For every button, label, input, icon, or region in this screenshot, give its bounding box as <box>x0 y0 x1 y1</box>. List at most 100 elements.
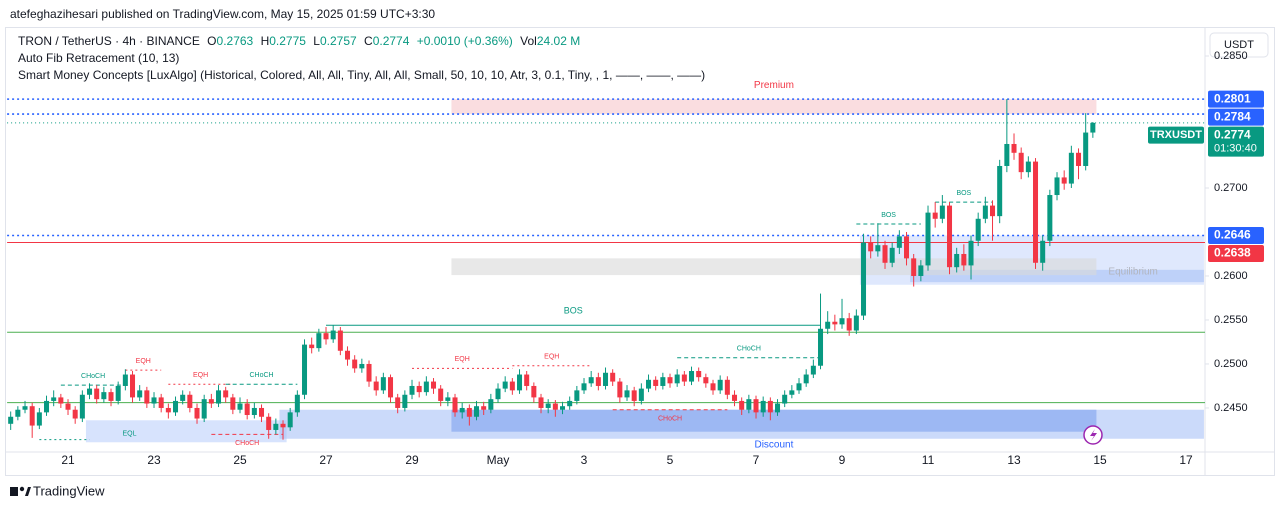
candle-body <box>15 409 21 417</box>
candle-body <box>502 381 508 389</box>
structure-label: BOS <box>956 190 971 197</box>
candle-body <box>280 423 286 428</box>
price-tag <box>1208 126 1264 157</box>
candle-body <box>287 412 293 428</box>
candle-body <box>624 390 630 398</box>
candle-body <box>509 381 515 391</box>
candle-body <box>939 205 945 219</box>
logo-mark <box>10 487 18 496</box>
x-tick-label: 9 <box>839 453 846 467</box>
x-tick-label: 17 <box>1179 453 1193 467</box>
symbol: TRON / TetherUS · 4h · BINANCE <box>18 34 200 48</box>
zone <box>85 420 287 443</box>
candle-body <box>323 333 329 340</box>
x-tick-label: 11 <box>922 453 935 467</box>
currency[interactable]: USDT <box>1224 39 1254 51</box>
candle-body <box>918 265 924 276</box>
candle-body <box>810 365 816 375</box>
zone-label: Premium <box>754 80 794 91</box>
x-tick-label: May <box>487 453 510 467</box>
x-tick-label: 5 <box>667 453 674 467</box>
candle-body <box>789 390 795 395</box>
candle-body <box>681 374 687 382</box>
legend-label: C <box>364 34 373 48</box>
candle-body <box>638 388 644 401</box>
candle-body <box>44 400 50 413</box>
candle-body <box>488 399 494 410</box>
candle-body <box>1047 195 1053 241</box>
x-tick-label: 21 <box>61 453 75 467</box>
structure-label: EQH <box>193 372 208 379</box>
candle-body <box>316 333 322 349</box>
candle-body <box>201 399 207 419</box>
candle-body <box>717 379 723 391</box>
candle-body <box>875 245 881 252</box>
candle-body <box>753 399 759 413</box>
candle-body <box>423 381 429 393</box>
candle-body <box>8 416 14 424</box>
candle-body <box>337 330 343 351</box>
candle-body <box>36 412 42 426</box>
candle-body <box>309 344 315 349</box>
candle-body <box>667 377 673 384</box>
candle-body <box>1033 161 1039 263</box>
candle-body <box>574 390 580 401</box>
candle-body <box>538 397 544 408</box>
candle-body <box>517 374 523 391</box>
candle-body <box>402 394 408 408</box>
candle-body <box>208 399 214 404</box>
chart-frame <box>5 27 1275 476</box>
candle-body <box>889 247 895 263</box>
close-value: 0.2774 <box>373 34 410 48</box>
candle-body <box>1025 161 1031 173</box>
candle-body <box>180 394 186 401</box>
candle-body <box>552 403 558 410</box>
currency-button[interactable] <box>1209 32 1269 58</box>
x-tick-label: 13 <box>1007 453 1021 467</box>
candle-body <box>137 390 143 398</box>
candle-body <box>1083 132 1089 166</box>
candle-body <box>796 383 802 391</box>
candle-body <box>1090 122 1096 133</box>
price-tag-label: 0.2774 <box>1214 127 1251 141</box>
candle-body <box>251 407 257 416</box>
candle-body <box>445 397 451 401</box>
candle-body <box>294 394 300 413</box>
structure-label: CHoCH <box>737 346 761 353</box>
price-tag-label: 0.2638 <box>1214 246 1251 260</box>
logo-slash <box>25 487 31 496</box>
y-tick-label: 0.2600 <box>1214 270 1248 282</box>
candle-body <box>223 390 229 398</box>
candle-body <box>87 388 93 395</box>
candle-body <box>194 407 200 419</box>
candle-body <box>1054 177 1060 196</box>
symbol-tag <box>1148 126 1204 144</box>
candle-body <box>703 377 709 384</box>
candle-body <box>732 394 738 401</box>
legend-label: H <box>261 34 270 48</box>
candle-body <box>524 374 530 386</box>
candle-body <box>746 399 752 410</box>
candle-body <box>846 318 852 331</box>
structure-label: CHoCH <box>81 373 105 380</box>
candle-body <box>330 330 336 340</box>
candle-body <box>646 379 652 389</box>
logo-dot <box>19 486 25 492</box>
candle-body <box>373 381 379 391</box>
indicator: Smart Money Concepts [LuxAlgo] (Historic… <box>18 68 705 82</box>
low-value: 0.2757 <box>320 34 357 48</box>
candle-body <box>416 385 422 393</box>
candle-body <box>832 321 838 325</box>
structure-label: BOS <box>881 212 896 219</box>
candle-body <box>825 321 831 329</box>
x-tick-label: 25 <box>233 453 247 467</box>
change: +0.0010 (+0.36%) <box>417 34 513 48</box>
zone-label: Equilibrium <box>1108 266 1157 277</box>
structure-label: CHoCH <box>249 372 273 379</box>
candle-body <box>954 253 960 268</box>
structure-label: BOS <box>564 306 583 316</box>
y-tick-label: 0.2500 <box>1214 358 1248 370</box>
candle-body <box>409 385 415 395</box>
candle-body <box>302 344 308 395</box>
candle-body <box>1068 152 1074 184</box>
